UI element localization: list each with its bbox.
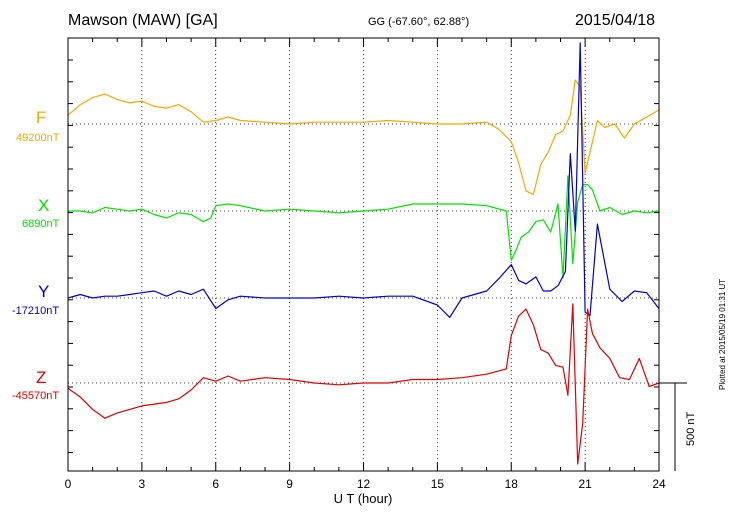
- channel-f-baseline: 49200nT: [16, 132, 60, 144]
- geographic-coords: GG (-67.60°, 62.88°): [368, 16, 470, 28]
- series-z-line: [67, 303, 660, 465]
- scale-bar-label: 500 nT: [685, 411, 697, 446]
- series-f-line: [67, 79, 660, 195]
- channel-y-baseline: -17210nT: [12, 305, 60, 317]
- x-tick-label: 21: [578, 477, 592, 491]
- series-y-line: [67, 42, 660, 318]
- channel-x-name: X: [38, 196, 50, 215]
- observation-date: 2015/04/18: [575, 12, 656, 29]
- x-tick-label: 6: [212, 477, 219, 491]
- scale-bar: 500 nT: [659, 382, 697, 471]
- series-traces: [67, 42, 660, 465]
- x-tick-label: 0: [65, 477, 72, 491]
- baseline-lines: [68, 123, 659, 384]
- channel-y-name: Y: [38, 282, 50, 301]
- channel-f-name: F: [36, 108, 47, 127]
- plotted-timestamp: Plotted at 2015/05/19 01:31 UT: [718, 278, 727, 390]
- grid-lines: [141, 38, 586, 471]
- x-tick-label: 12: [357, 477, 371, 491]
- x-tick-label: 24: [652, 477, 666, 491]
- x-tick-label: 18: [505, 477, 519, 491]
- channel-x-baseline: 6890nT: [22, 218, 60, 230]
- x-axis-label: U T (hour): [334, 491, 393, 506]
- x-tick-label: 15: [431, 477, 445, 491]
- x-tick-labels: 0 3 6 9 12 15 18 21 24: [65, 477, 666, 491]
- x-tick-label: 9: [286, 477, 293, 491]
- channel-z-baseline: -45570nT: [12, 390, 60, 402]
- x-tick-label: 3: [139, 477, 146, 491]
- axis-ticks: [67, 38, 660, 471]
- station-title: Mawson (MAW) [GA]: [68, 12, 218, 29]
- channel-z-name: Z: [36, 368, 47, 387]
- series-x-line: [68, 175, 660, 279]
